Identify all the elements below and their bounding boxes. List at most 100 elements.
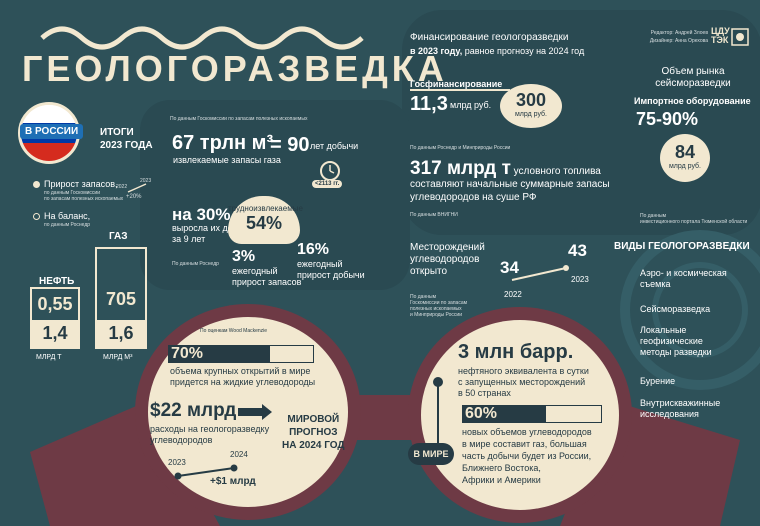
fuel-desc-rest: составляют начальные суммарные запасы уг… <box>410 179 610 203</box>
growth-value: 3% <box>232 248 256 265</box>
legend-balance-source: по данным Роснедр <box>44 222 91 228</box>
pct70-desc: объема крупных открытий в мире придется … <box>170 366 316 387</box>
gas-reserves-value: 67 трлн м³ <box>172 132 274 154</box>
types-title: ВИДЫ ГЕОЛОГОРАЗВЕДКИ <box>614 241 750 252</box>
world-badge: В МИРЕ <box>408 443 454 465</box>
oil-bar: 0,55 1,4 <box>30 287 80 349</box>
fuel-block: 317 млрд т условного топлива составляют … <box>410 159 720 204</box>
clock-label: <2113 гг. <box>312 180 343 188</box>
pct60-bar-fill <box>463 406 546 422</box>
russia-badge-label: В РОССИИ <box>20 124 84 139</box>
total-funding-unit: млрд руб. <box>514 111 547 118</box>
credit-designer: Дизайнер: Анна Орехова <box>649 38 708 44</box>
fuel-source: По данным ВНИГНИ <box>410 212 458 218</box>
funding-title: Финансирование геологоразведки <box>410 32 569 43</box>
legend-increment-source: по данным Госкомиссии по запасам полезны… <box>44 190 124 202</box>
mini-delta: +20% <box>126 194 142 200</box>
fuel-desc-first: условного топлива <box>513 166 601 177</box>
fields-source: По данным Госкомиссии по запасам полезны… <box>410 294 468 318</box>
world-connector <box>433 377 443 444</box>
gas-reserves-years: лет добычи <box>310 141 359 151</box>
spend-arrow-icon <box>238 404 272 420</box>
legend-increment: Прирост запасов, <box>44 179 118 189</box>
gas-increment-value: 705 <box>105 289 137 309</box>
hard-title: трудноизвлекаемые <box>228 204 303 213</box>
state-funding-unit: млрд руб. <box>450 100 492 110</box>
world-gas-desc: новых объемов углеводородов в мире соста… <box>462 427 592 485</box>
gas-reserves-desc: извлекаемые запасы газа <box>173 155 281 165</box>
spend-year-2024: 2024 <box>230 450 248 459</box>
oil-increment-value: 0,55 <box>37 294 73 314</box>
world-oil-value: 3 млн барр. <box>458 341 574 363</box>
gas-bar: 705 1,6 <box>95 247 147 349</box>
funding-subtitle-bold: в 2023 году, <box>410 46 463 56</box>
mini-growth-chart <box>127 183 147 193</box>
total-funding-badge: 300 млрд руб. <box>500 84 562 128</box>
import-value: 75-90% <box>636 109 699 129</box>
world-oil-desc: нефтяного эквивалента в сутки с запущенн… <box>458 366 589 398</box>
wood-mackenzie-source: По оценкам Wood Mackenzie <box>200 328 268 334</box>
fields-2023-value: 43 <box>568 241 587 260</box>
market-size-value: 84 <box>674 142 696 162</box>
state-funding-line <box>410 89 510 91</box>
funding-subtitle: в 2023 году, равное прогнозу на 2024 год <box>410 46 584 57</box>
pct60-bar <box>462 405 602 423</box>
results-label: ИТОГИ 2023 ГОДА <box>100 127 153 151</box>
fields-title: Месторождений углеводородов открыто <box>410 242 485 277</box>
state-funding-label: Госфинансирование <box>410 79 503 89</box>
gas-unit: МЛРД М³ <box>103 354 133 361</box>
oil-label: НЕФТЬ <box>39 276 75 287</box>
gas-reserves-source: По данным Госкомиссии по запасам полезны… <box>170 116 308 122</box>
pct60-value: 60% <box>465 405 498 422</box>
market-source: По данным инвестиционного портала Тюменс… <box>640 213 748 225</box>
oil-balance-value: 1,4 <box>32 320 78 347</box>
types-item-4: Бурение <box>640 376 676 386</box>
spend-year-2023: 2023 <box>168 458 186 467</box>
import-label: Импортное оборудование <box>634 96 751 106</box>
spend-desc: расходы на геологоразведку углеводородов <box>150 424 270 445</box>
credit-editor: Редактор: Андрей Злоев <box>650 30 708 36</box>
funding-subtitle-rest: равное прогнозу на 2024 год <box>464 46 585 56</box>
fields-2023-year: 2023 <box>571 275 589 284</box>
funding-source: По данным Роснедр и Минприроды России <box>410 145 511 151</box>
gas-balance-value: 1,6 <box>97 320 145 347</box>
pct70-bar-fill <box>169 346 270 362</box>
total-funding-value: 300 <box>515 90 547 110</box>
fields-2022-value: 34 <box>500 258 519 277</box>
gas-reserves-equals: = 90 <box>270 134 310 156</box>
types-item-1: Аэро- и космическая съемка <box>640 268 727 289</box>
share-hard-value: на 30% <box>172 205 231 224</box>
spend-value: $22 млрд <box>150 400 237 421</box>
mini-year-2022: 2022 <box>116 184 128 190</box>
rosnedra-source: По данным Роснедр <box>172 261 219 267</box>
fuel-value: 317 млрд т <box>410 158 511 179</box>
types-item-5: Внутрискважинные исследования <box>640 398 721 419</box>
market-size-badge: 84 млрд руб. <box>660 134 710 182</box>
gas-label: ГАЗ <box>109 231 128 242</box>
legend-balance: На баланс, <box>44 211 91 221</box>
spend-growth-line <box>174 464 238 480</box>
fields-2022-year: 2022 <box>504 290 522 299</box>
world-forecast-label: МИРОВОЙ ПРОГНОЗ НА 2024 ГОД <box>282 414 345 451</box>
hard-value: 54% <box>245 213 283 233</box>
types-item-2: Сейсморазведка <box>640 304 711 314</box>
types-item-3: Локальные геофизические методы разведки <box>640 325 712 357</box>
market-size-unit: млрд руб. <box>668 163 701 170</box>
logo: ЦДУ ТЭК <box>711 27 730 45</box>
logo-line2: ТЭК <box>711 35 729 45</box>
mini-year-2023: 2023 <box>140 178 152 184</box>
market-title: Объем рынка сейсморазведки <box>655 66 731 89</box>
wave-decor <box>40 26 364 50</box>
production-desc: ежегодный прирост добычи <box>297 259 365 280</box>
spend-delta: +$1 млрд <box>210 476 256 487</box>
pct70-value: 70% <box>171 345 204 362</box>
logo-icon <box>731 28 749 46</box>
fields-growth-line <box>511 265 569 281</box>
logo-line1: ЦДУ <box>711 26 730 36</box>
pct70-bar <box>168 345 314 363</box>
oil-unit: МЛРД Т <box>36 354 62 361</box>
state-funding-value: 11,3 <box>410 93 448 115</box>
legend-balance-dot <box>33 213 40 220</box>
legend-increment-dot <box>33 181 40 188</box>
